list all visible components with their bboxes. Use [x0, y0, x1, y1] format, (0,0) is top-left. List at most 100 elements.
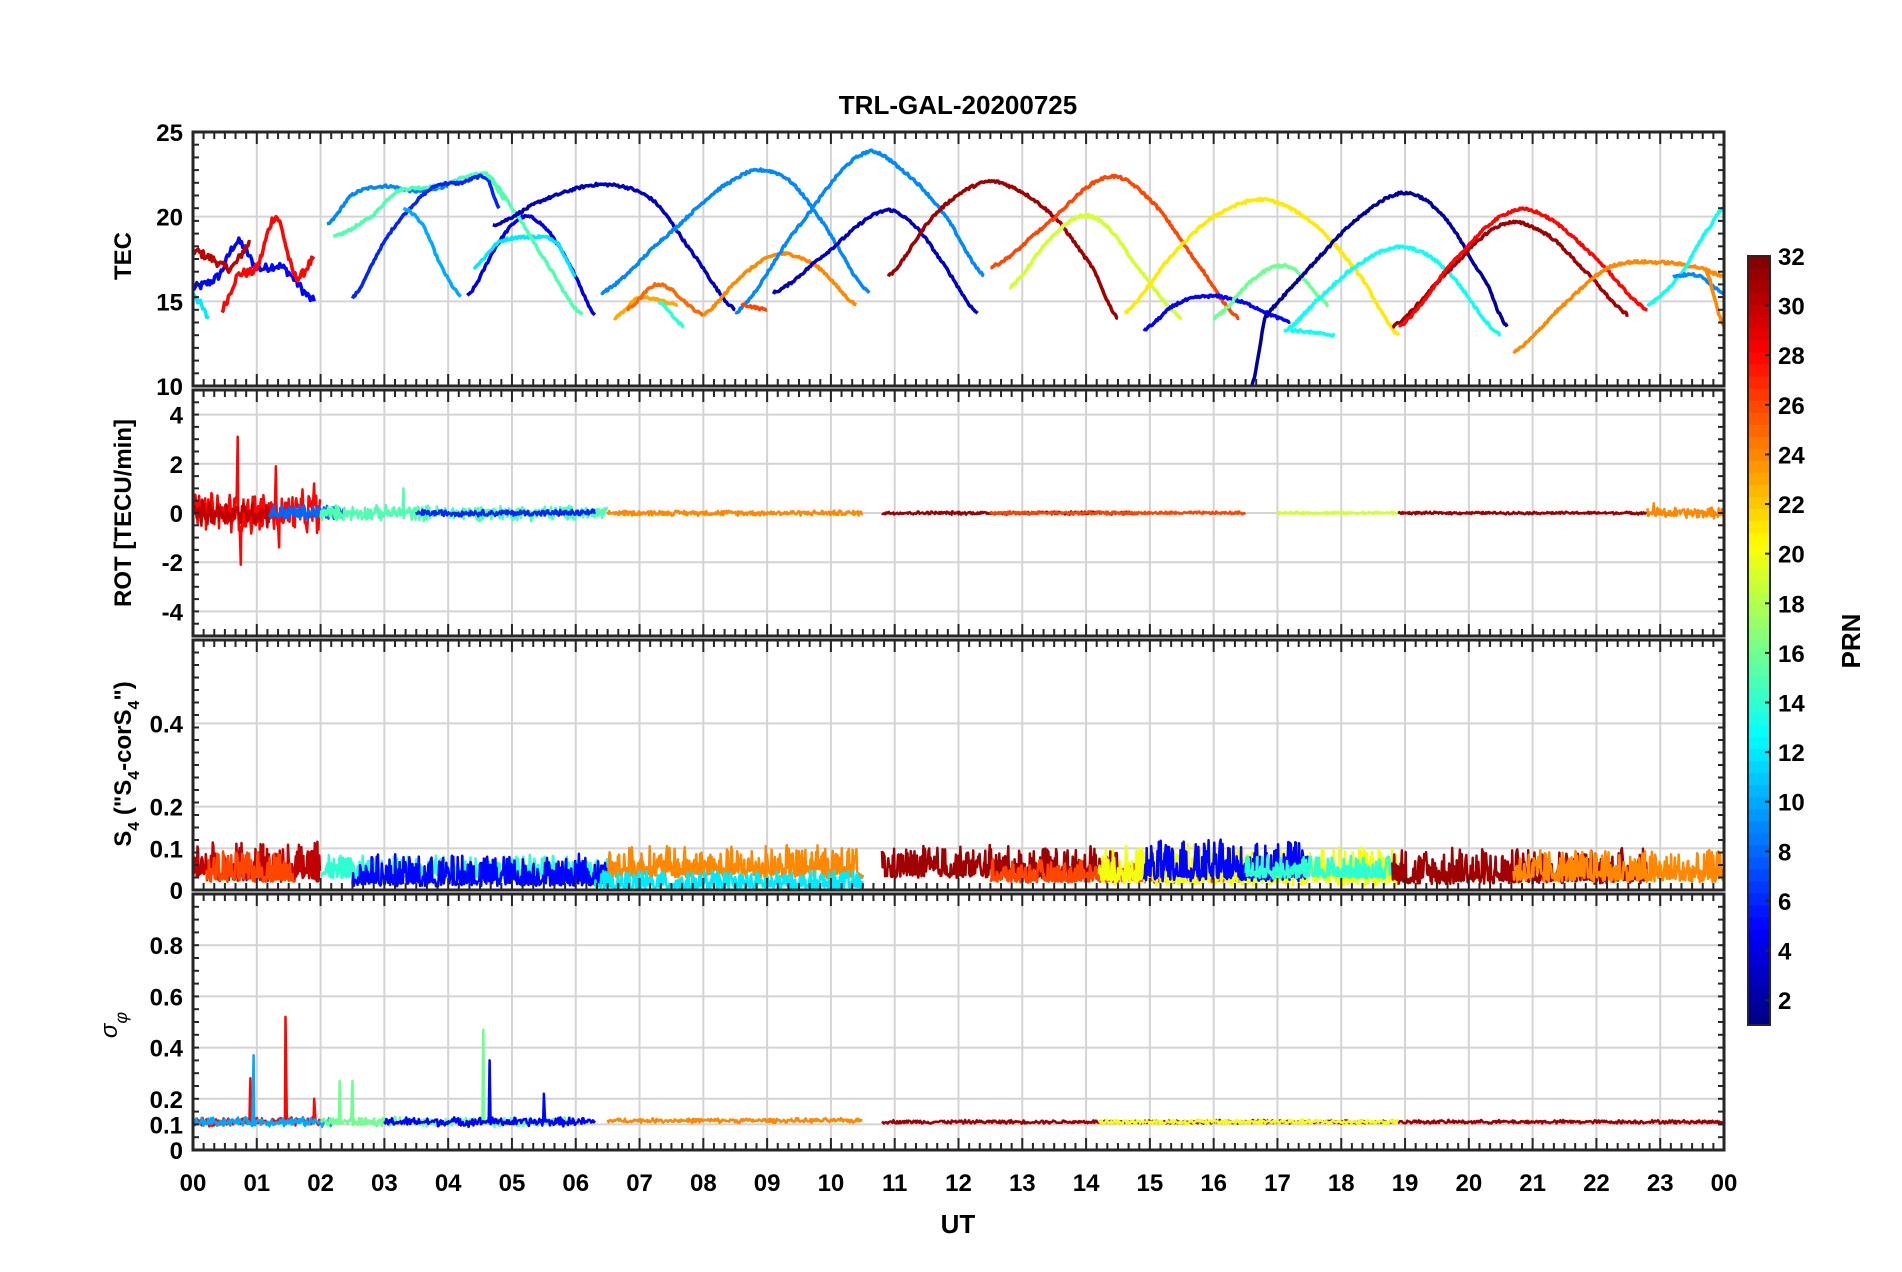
colorbar-segment [1748, 340, 1770, 353]
tec-arc-prn-9 [1672, 272, 1725, 295]
rot-trace-prn-31 [1397, 510, 1648, 516]
sigma-y-tick-label: 0.4 [150, 1036, 184, 1063]
x-tick-label: 05 [499, 1170, 526, 1197]
colorbar-tick-label: 32 [1778, 244, 1805, 271]
tec-arc-prn-31 [1391, 219, 1629, 329]
tec-y-tick-label: 10 [156, 374, 183, 401]
tec-arc-prn-16 [1212, 262, 1330, 321]
tec-arc-prn-10 [402, 206, 462, 298]
rot-trace-prn-15 [319, 487, 609, 523]
sigma-trace-prn-20 [1097, 1118, 1400, 1126]
sigma-y-ticks: 0.8 0.6 0.4 0.20.10 [150, 933, 184, 1165]
s4-y-tick-label: 0 [170, 878, 183, 905]
x-tick-label: 07 [626, 1170, 653, 1197]
x-tick-label: 02 [307, 1170, 334, 1197]
sigma-y-tick-label: 0.6 [150, 984, 183, 1011]
colorbar-segment [1748, 676, 1770, 690]
colorbar-segment [1748, 436, 1770, 449]
x-tick-label: 00 [1711, 1170, 1738, 1197]
s4-label-end: ") [110, 681, 137, 700]
x-tick-label: 14 [1073, 1170, 1100, 1197]
colorbar-tick-label: 2 [1778, 988, 1791, 1015]
s4-y-tick-label: 0.2 [150, 795, 183, 822]
colorbar-segment [1748, 256, 1770, 269]
rot-y-ticks: 4 2 0 -2 -4 [162, 403, 184, 627]
colorbar-segment [1748, 592, 1770, 606]
chart-title: TRL-GAL-20200725 [839, 90, 1077, 120]
x-tick-label: 10 [818, 1170, 845, 1197]
rot-y-tick-label: 0 [170, 501, 183, 528]
colorbar-segment [1748, 748, 1770, 762]
s4-label-mid: ("S [110, 780, 137, 822]
x-tick-label: 13 [1009, 1170, 1036, 1197]
x-tick-label: 21 [1519, 1170, 1546, 1197]
colorbar-segment [1748, 508, 1770, 521]
x-tick-label: 19 [1392, 1170, 1419, 1197]
tec-arc-prn-14 [657, 300, 685, 329]
tec-arc-prn-26 [740, 302, 768, 312]
tec-y-ticks: 25 20 15 10 [156, 120, 183, 401]
colorbar-segment [1748, 304, 1770, 317]
colorbar-segment [1748, 832, 1770, 846]
colorbar-segment [1748, 412, 1770, 425]
colorbar-segment [1748, 808, 1770, 822]
panel-rot: 4 2 0 -2 -4 ROT [TECU/min] [110, 388, 1726, 638]
rot-y-tick-label: -4 [162, 599, 184, 626]
colorbar-segment [1748, 376, 1770, 389]
rot-trace-prn-19 [1276, 510, 1400, 516]
s4-frame [191, 638, 1726, 892]
colorbar-segment [1748, 280, 1770, 293]
colorbar-segment [1748, 916, 1770, 930]
panel-sigma: 0.8 0.6 0.4 0.20.10 σφ [96, 892, 1726, 1165]
colorbar-segment [1748, 568, 1770, 582]
colorbar-tick-label: 28 [1778, 343, 1805, 370]
colorbar-segment [1748, 496, 1770, 509]
tec-arc-prn-15 [332, 171, 507, 238]
rot-trace-prn-24 [1646, 501, 1725, 520]
colorbar-segment [1748, 784, 1770, 798]
colorbar-segment [1748, 988, 1770, 1002]
x-tick-label: 16 [1200, 1170, 1227, 1197]
tec-arc-prn-19 [1009, 212, 1183, 321]
x-tick-label: 23 [1647, 1170, 1674, 1197]
colorbar-segment [1748, 580, 1770, 594]
sigma-y-label: σφ [96, 1012, 131, 1038]
sigma-trace-prn-10 [192, 1054, 334, 1128]
sigma-trace-prn-24 [606, 1116, 863, 1125]
colorbar-segment [1748, 760, 1770, 774]
tec-y-tick-label: 25 [156, 120, 183, 147]
sigma-y-tick-label: 0.2 [150, 1087, 183, 1114]
colorbar-segment [1748, 616, 1770, 630]
colorbar-segment [1748, 544, 1770, 557]
panel-tec: 25 20 15 10 TEC [110, 120, 1726, 401]
rot-lines [191, 435, 1725, 566]
colorbar-segment [1748, 892, 1770, 906]
tec-arc-prn-24 [1512, 259, 1725, 354]
colorbar-segment [1748, 1000, 1770, 1014]
colorbar-segment [1748, 484, 1770, 497]
tec-arc-prn-15 [484, 172, 584, 316]
colorbar-tick-label: 8 [1778, 839, 1791, 866]
colorbar-segment [1748, 904, 1770, 918]
colorbar-segment [1748, 952, 1770, 966]
colorbar-segment [1748, 532, 1770, 545]
sigma-y-tick-label: 0 [170, 1138, 183, 1165]
tec-arc-prn-3 [771, 207, 979, 315]
colorbar-segment [1748, 664, 1770, 678]
colorbar-tick-label: 10 [1778, 790, 1805, 817]
colorbar-segment [1748, 388, 1770, 401]
s4-label-mid2: -corS [110, 710, 137, 771]
tec-y-label: TEC [110, 232, 137, 280]
tec-arc-prn-2 [1250, 190, 1509, 387]
tec-arc-prn-12 [472, 234, 577, 278]
tec-grid [192, 131, 1725, 387]
sigma-frame [191, 892, 1726, 1152]
x-tick-label: 06 [562, 1170, 589, 1197]
tec-y-tick-label: 20 [156, 205, 183, 232]
colorbar-tick-label: 24 [1778, 442, 1805, 469]
x-tick-label: 04 [435, 1170, 462, 1197]
x-tick-label: 12 [945, 1170, 972, 1197]
x-tick-label: 20 [1455, 1170, 1482, 1197]
tec-arc-prn-31 [886, 178, 1119, 321]
s4-label-sub1: 4 [126, 822, 143, 831]
